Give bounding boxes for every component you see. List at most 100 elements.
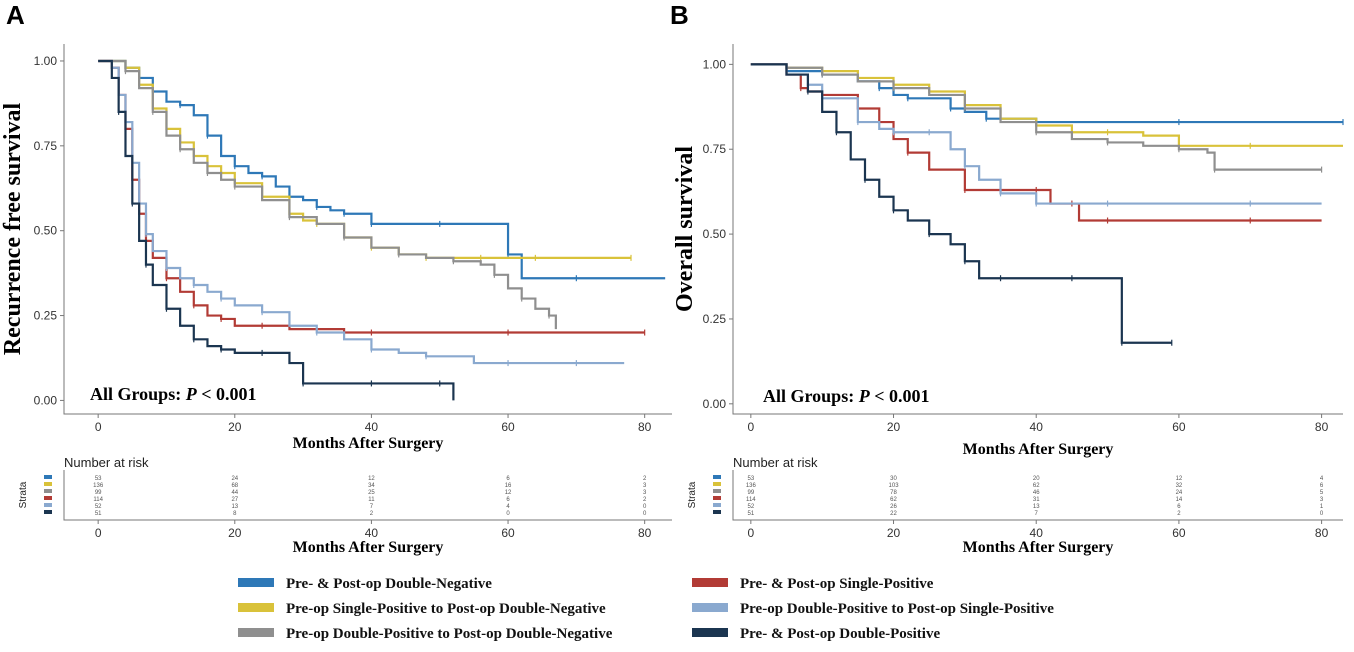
risk-x-tick-label: 40 (365, 526, 379, 540)
y-tick-label: 0.50 (703, 227, 727, 241)
panel-b-plot: 0.00 0.25 0.50 0.75 1.00 0 20 40 60 80 Months Afte… (672, 44, 1344, 458)
strata-swatch (713, 503, 721, 507)
risk-count: 52 (747, 504, 754, 510)
strata-swatch (713, 475, 721, 479)
legend-label: Pre- & Post-op Double-Positive (740, 626, 940, 642)
risk-count: 78 (890, 490, 897, 496)
risk-count: 24 (1176, 490, 1183, 496)
strata-swatch (713, 489, 721, 493)
risk-x-tick-label: 60 (501, 526, 515, 540)
survival-curve (98, 59, 645, 334)
panel-a-plot: 0.00 0.25 0.50 0.75 1.00 0 20 40 60 80 Months Afte… (0, 44, 672, 452)
risk-count: 24 (231, 476, 238, 482)
risk-count: 2 (1177, 511, 1181, 517)
y-tick-label: 0.00 (34, 393, 58, 407)
risk-x-tick-label: 0 (95, 526, 102, 540)
strata-swatch (713, 510, 721, 514)
survival-curve (98, 59, 666, 280)
risk-x-tick-label: 40 (1030, 526, 1044, 540)
legend-swatch (238, 603, 274, 612)
strata-swatch (713, 496, 721, 500)
risk-count: 99 (95, 490, 102, 496)
y-tick-label: 0.00 (703, 397, 727, 411)
x-axis-label: Months After Surgery (293, 435, 444, 452)
x-tick-label: 80 (638, 420, 652, 434)
risk-count: 6 (1177, 504, 1181, 510)
legend-swatch (238, 578, 274, 587)
risk-count: 2 (643, 497, 647, 503)
survival-curve (750, 63, 1343, 124)
survival-curve (98, 59, 455, 401)
y-tick-label: 0.75 (34, 139, 58, 153)
risk-count: 34 (368, 483, 375, 489)
risk-count: 46 (1033, 490, 1040, 496)
risk-table-axes (732, 470, 1343, 521)
risk-count: 114 (746, 497, 756, 503)
p-value-annotation: All Groups: P < 0.001 (90, 384, 256, 404)
legend: Pre- & Post-op Double-Negative Pre-op Sin… (238, 576, 1054, 642)
risk-count: 53 (95, 476, 102, 482)
strata-label: Strata (687, 481, 698, 508)
panel-b-axes (732, 44, 1343, 415)
survival-curve (98, 59, 557, 330)
risk-x-axis-label: Months After Surgery (963, 539, 1114, 556)
strata-swatch (44, 489, 52, 493)
x-tick-label: 0 (747, 420, 754, 434)
strata-label: Strata (18, 481, 29, 508)
y-axis-label: Overall survival (672, 146, 698, 312)
risk-count: 2 (370, 511, 374, 517)
strata-swatch (44, 475, 52, 479)
risk-x-tick-label: 80 (1315, 526, 1329, 540)
risk-count: 7 (370, 504, 374, 510)
y-tick-label: 0.50 (34, 224, 58, 238)
risk-count: 114 (93, 497, 103, 503)
risk-table-title: Number at risk (64, 455, 149, 470)
strata-swatch (44, 482, 52, 486)
y-tick-label: 0.75 (703, 142, 727, 156)
risk-count: 14 (1176, 497, 1183, 503)
legend-swatch (692, 578, 728, 587)
risk-x-tick-label: 20 (887, 526, 901, 540)
legend-swatch (692, 628, 728, 637)
risk-count: 25 (368, 490, 375, 496)
risk-x-tick-label: 0 (747, 526, 754, 540)
panel-a-axes (63, 44, 672, 415)
risk-count: 26 (890, 504, 897, 510)
risk-count: 5 (1320, 490, 1324, 496)
risk-count: 0 (643, 511, 647, 517)
risk-count: 6 (506, 497, 510, 503)
strata-swatch (713, 482, 721, 486)
x-tick-label: 40 (365, 420, 379, 434)
x-tick-label: 60 (501, 420, 515, 434)
risk-table-title: Number at risk (733, 455, 818, 470)
x-tick-label: 40 (1030, 420, 1044, 434)
risk-count: 22 (890, 511, 897, 517)
legend-label: Pre- & Post-op Double-Negative (286, 576, 492, 592)
risk-count: 0 (1320, 511, 1324, 517)
risk-count: 0 (643, 504, 647, 510)
risk-table-axes (63, 470, 672, 521)
risk-count: 103 (889, 483, 900, 489)
risk-count: 6 (1320, 483, 1324, 489)
risk-count: 4 (1320, 476, 1324, 482)
survival-curve (98, 59, 632, 259)
survival-curve (750, 63, 1343, 147)
risk-count: 12 (505, 490, 512, 496)
legend-label: Pre-op Single-Positive to Post-op Double… (286, 601, 606, 617)
risk-count: 16 (505, 483, 512, 489)
risk-count: 44 (231, 490, 238, 496)
panel-b-letter: B (670, 0, 689, 30)
risk-count: 6 (506, 476, 510, 482)
risk-count: 12 (368, 476, 375, 482)
risk-count: 13 (231, 504, 238, 510)
x-tick-label: 20 (887, 420, 901, 434)
risk-count: 30 (890, 476, 897, 482)
risk-count: 3 (643, 483, 647, 489)
risk-count: 52 (95, 504, 102, 510)
risk-x-tick-label: 80 (638, 526, 652, 540)
risk-count: 136 (93, 483, 104, 489)
strata-swatch (44, 503, 52, 507)
risk-count: 136 (746, 483, 757, 489)
risk-count: 11 (368, 497, 375, 503)
